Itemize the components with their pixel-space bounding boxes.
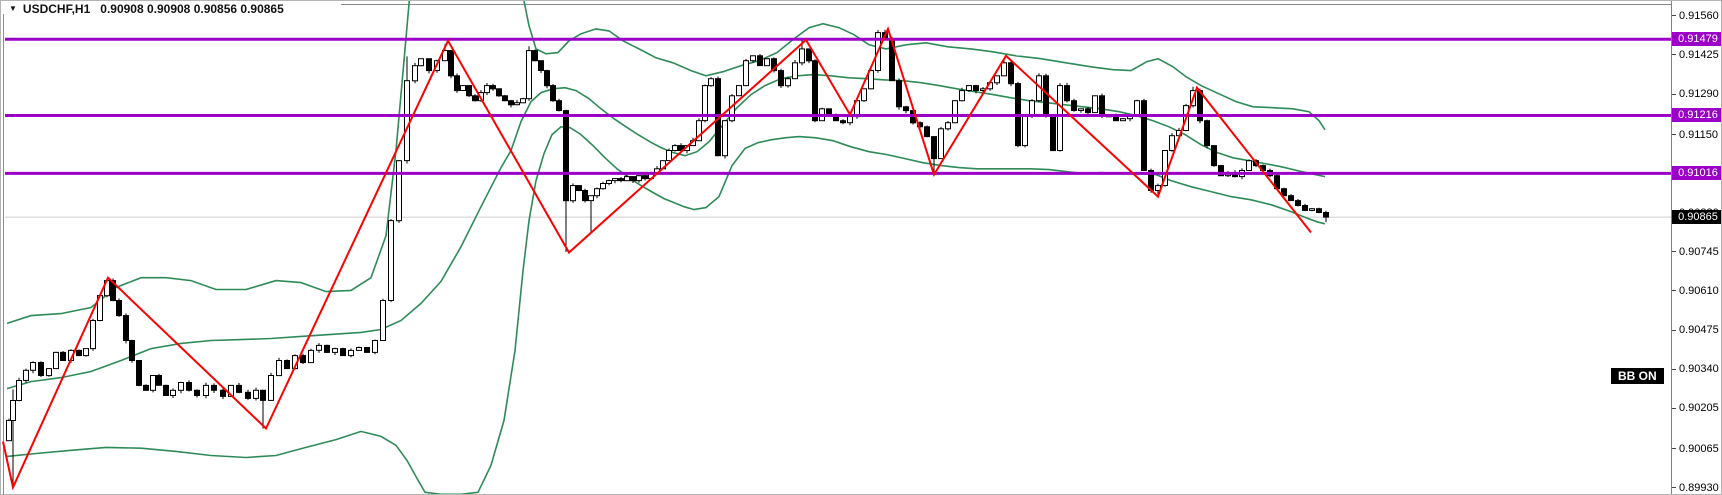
axis-tick-label: 0.90340 (1679, 363, 1719, 376)
zigzag-line (2, 26, 1312, 491)
axis-tick-label: 0.90610 (1679, 284, 1719, 297)
axis-tick-label: 0.91290 (1679, 88, 1719, 101)
axis-tick-label: 0.90475 (1679, 324, 1719, 337)
axis-tick-mark (1672, 134, 1676, 136)
chart-plot-area[interactable]: ▼ USDCHF,H1 0.90908 0.90908 0.90856 0.90… (1, 1, 1671, 495)
axis-tick-mark (1672, 368, 1676, 370)
price-axis[interactable]: 0.915600.914250.912900.911500.908800.907… (1671, 1, 1721, 494)
collapse-ohlc-icon[interactable]: ▼ (9, 4, 17, 13)
axis-tick-label: 0.91150 (1679, 128, 1718, 141)
level-price-badge: 0.91016 (1672, 166, 1721, 181)
bollinger-lower-line (6, 125, 1326, 494)
axis-tick-mark (1672, 15, 1676, 17)
axis-tick-mark (1672, 407, 1676, 409)
axis-tick-mark (1672, 54, 1676, 56)
axis-tick-mark (1672, 448, 1676, 450)
ohlc-values: 0.90908 0.90908 0.90856 0.90865 (100, 1, 284, 16)
current-price-badge: 0.90865 (1672, 210, 1721, 225)
axis-tick-mark (1672, 487, 1676, 489)
axis-tick-label: 0.91560 (1679, 9, 1719, 22)
symbol-timeframe-label: USDCHF,H1 (22, 1, 91, 16)
axis-tick-label: 0.91425 (1679, 48, 1719, 61)
axis-tick-mark (1672, 290, 1676, 292)
chart-title: ▼ USDCHF,H1 0.90908 0.90908 0.90856 0.90… (9, 1, 284, 16)
bollinger-middle-line (6, 73, 1326, 390)
axis-tick-label: 0.90205 (1679, 402, 1719, 415)
axis-tick-mark (1672, 329, 1676, 331)
axis-tick-label: 0.89930 (1679, 481, 1719, 494)
axis-tick-mark (1672, 93, 1676, 95)
level-price-badge: 0.91479 (1672, 32, 1721, 47)
axis-tick-label: 0.90065 (1679, 442, 1719, 455)
chart-canvas[interactable] (1, 1, 1671, 495)
candlestick-series (6, 29, 1329, 487)
title-background (1, 1, 341, 14)
window-left-border (3, 1, 4, 494)
axis-tick-label: 0.90745 (1679, 245, 1719, 258)
window-top-border (1, 4, 1721, 5)
bb-on-badge[interactable]: BB ON (1611, 368, 1664, 384)
level-price-badge: 0.91216 (1672, 108, 1721, 123)
bollinger-bands (6, 1, 1326, 494)
bollinger-upper-line (6, 1, 1326, 325)
axis-tick-mark (1672, 251, 1676, 253)
